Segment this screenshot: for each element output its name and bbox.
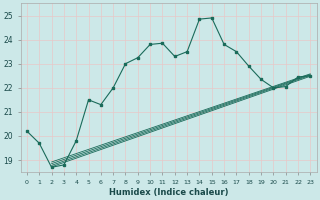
X-axis label: Humidex (Indice chaleur): Humidex (Indice chaleur)	[109, 188, 228, 197]
